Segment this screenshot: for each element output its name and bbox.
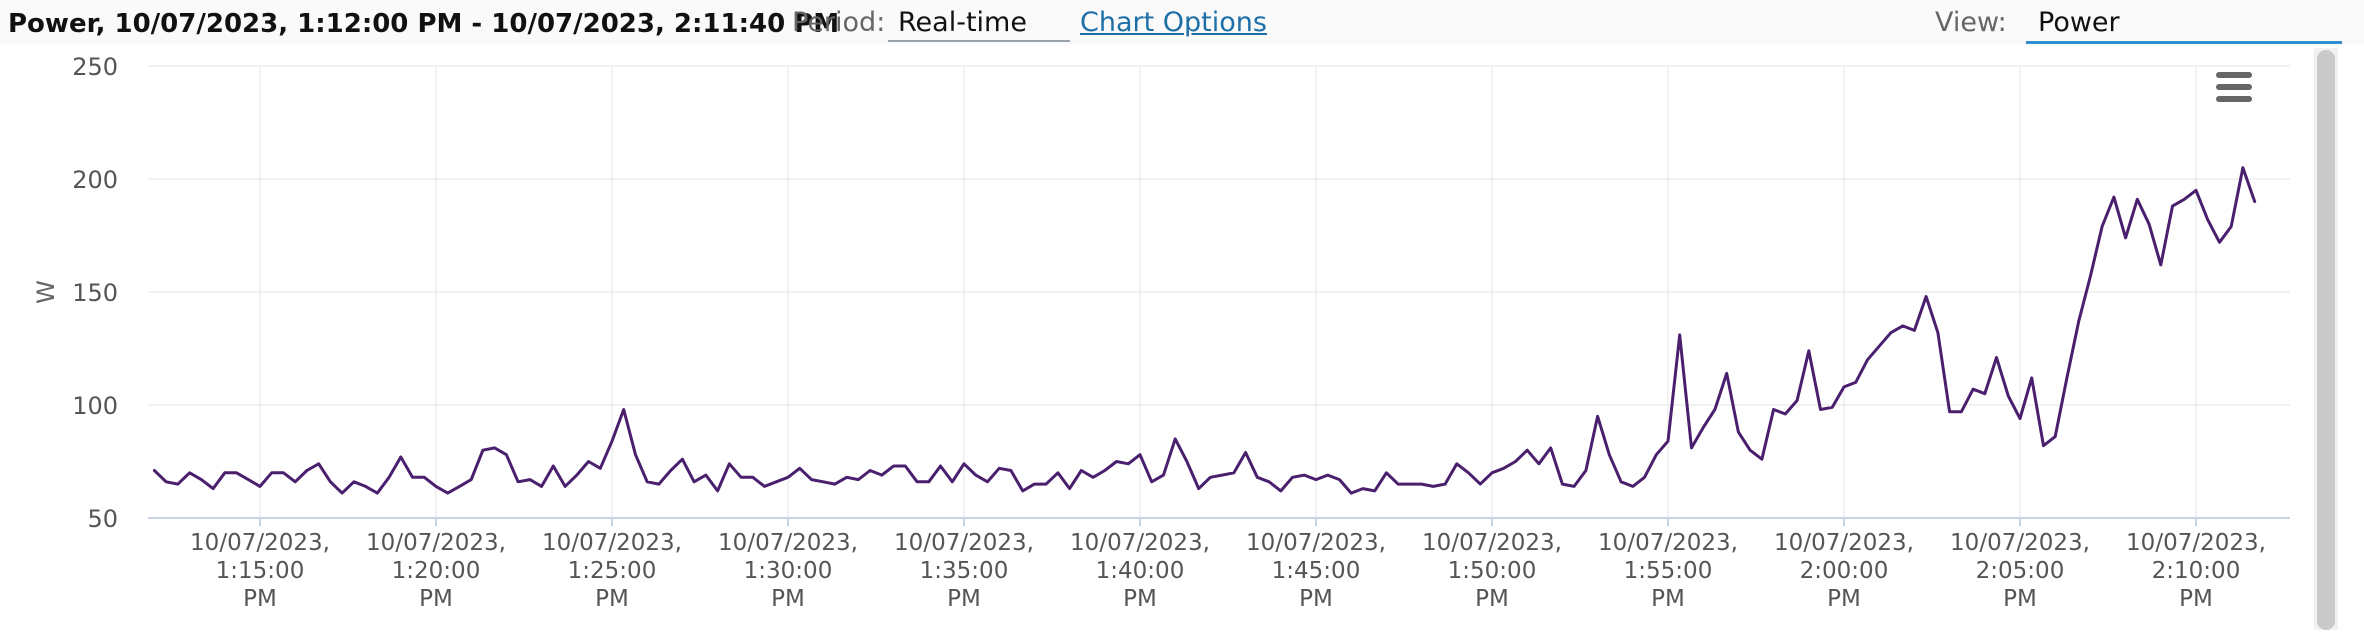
scrollbar-thumb[interactable] bbox=[2317, 50, 2335, 630]
x-tick-label: 10/07/2023, 1:30:00 PM bbox=[718, 530, 858, 612]
chart-title: Power, 10/07/2023, 1:12:00 PM - 10/07/20… bbox=[8, 9, 840, 39]
x-tick-label: 10/07/2023, 1:20:00 PM bbox=[366, 530, 506, 612]
chart-area: 50 100 150 200 250 10/07/2023, 1:15:00 PM 10/07/… bbox=[0, 44, 2364, 630]
x-tick-label: 10/07/2023, 2:05:00 PM bbox=[1950, 530, 2090, 612]
x-tick-label: 10/07/2023, 1:50:00 PM bbox=[1422, 530, 1562, 612]
x-tick-label: 10/07/2023, 1:35:00 PM bbox=[894, 530, 1034, 612]
y-axis-label: W bbox=[32, 280, 60, 304]
y-tick-label: 200 bbox=[72, 166, 118, 194]
x-tick-label: 10/07/2023, 2:00:00 PM bbox=[1774, 530, 1914, 612]
x-tick-label: 10/07/2023, 1:55:00 PM bbox=[1598, 530, 1738, 612]
x-tick-label: 10/07/2023, 2:10:00 PM bbox=[2126, 530, 2266, 612]
period-label: Period: bbox=[792, 7, 886, 38]
view-label: View: bbox=[1935, 7, 2007, 38]
chart-options-link[interactable]: Chart Options bbox=[1080, 7, 1267, 38]
hamburger-menu-icon[interactable] bbox=[2216, 72, 2252, 102]
x-tick-label: 10/07/2023, 1:15:00 PM bbox=[190, 530, 330, 612]
power-line-chart: 50 100 150 200 250 10/07/2023, 1:15:00 PM 10/07/… bbox=[32, 53, 2290, 612]
power-series-line bbox=[152, 166, 2257, 495]
x-tick-label: 10/07/2023, 1:40:00 PM bbox=[1070, 530, 1210, 612]
y-tick-label: 100 bbox=[72, 392, 118, 420]
x-tick-label: 10/07/2023, 1:45:00 PM bbox=[1246, 530, 1386, 612]
y-tick-label: 150 bbox=[72, 279, 118, 307]
view-select[interactable]: Power bbox=[2026, 4, 2342, 44]
y-tick-label: 250 bbox=[72, 53, 118, 81]
y-tick-label: 50 bbox=[87, 505, 118, 533]
period-select[interactable]: Real-time bbox=[888, 4, 1070, 42]
x-tick-label: 10/07/2023, 1:25:00 PM bbox=[542, 530, 682, 612]
chart-header: Power, 10/07/2023, 1:12:00 PM - 10/07/20… bbox=[0, 0, 2364, 44]
